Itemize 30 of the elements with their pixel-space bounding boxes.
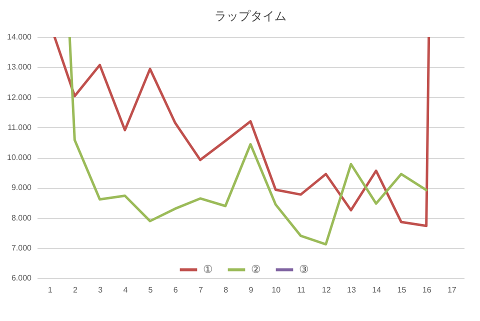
x-tick-label: 12 [322,286,332,294]
y-tick-label: 11.000 [8,122,32,132]
y-tick-label: 12.000 [7,92,32,102]
x-tick-label: 3 [98,286,104,294]
chart-title: ラップタイム [214,9,286,23]
x-tick-label: 2 [72,286,78,294]
x-tick-label: 13 [347,286,356,294]
y-tick-label: 14.000 [7,32,32,42]
x-tick-label: 6 [173,286,178,294]
x-tick-label: 1 [48,286,53,294]
x-tick-label: 14 [372,286,382,294]
x-tick-label: 11 [297,286,306,294]
y-tick-label: 6.000 [11,274,32,282]
x-tick-label: 15 [397,286,407,294]
x-tick-label: 10 [272,286,282,294]
x-tick-label: 16 [422,286,432,294]
x-tick-label: 4 [123,286,128,294]
legend-label: ① [203,264,213,276]
y-tick-label: 13.000 [7,62,32,72]
legend-label: ② [251,264,261,276]
y-tick-label: 7.000 [11,243,32,252]
y-tick-label: 9.000 [11,183,32,192]
x-tick-label: 7 [198,286,204,294]
legend-label: ③ [299,264,309,276]
y-tick-label: 8.000 [11,213,32,222]
y-tick-label: 10.000 [7,153,32,162]
x-tick-label: 17 [447,286,457,294]
x-tick-label: 9 [248,286,254,294]
x-tick-label: 8 [224,286,229,294]
x-tick-label: 5 [148,286,154,294]
